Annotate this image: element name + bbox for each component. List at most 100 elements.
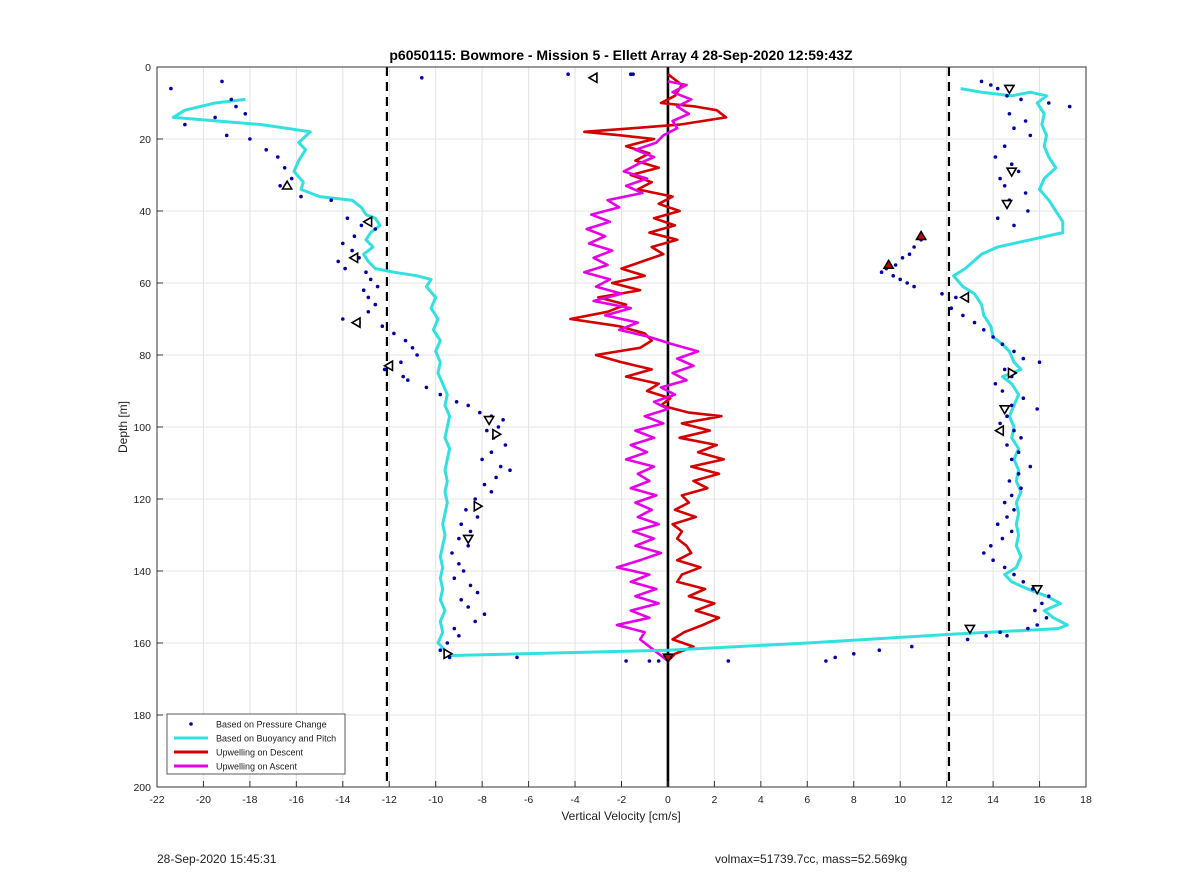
pressure-point bbox=[989, 544, 993, 548]
pressure-point bbox=[482, 612, 487, 616]
direction-marker bbox=[383, 359, 394, 372]
x-tick-label: 2 bbox=[711, 794, 717, 806]
pressure-point bbox=[489, 490, 494, 494]
pressure-point bbox=[420, 76, 424, 80]
pressure-point bbox=[1005, 414, 1009, 419]
pressure-point bbox=[982, 328, 986, 332]
pressure-point bbox=[1021, 396, 1026, 401]
series-line-based-on-buoyancy-and-pitch bbox=[171, 87, 1069, 658]
pressure-point bbox=[1019, 97, 1023, 102]
legend: Based on Pressure Change Based on Buoyanc… bbox=[166, 713, 346, 775]
pressure-point bbox=[457, 536, 461, 541]
pressure-point bbox=[656, 659, 661, 663]
y-axis-label: Depth [m] bbox=[116, 401, 130, 453]
pressure-point bbox=[1026, 626, 1030, 631]
pressure-point bbox=[485, 428, 489, 433]
pressure-point bbox=[852, 652, 856, 656]
pressure-point bbox=[401, 374, 406, 379]
x-tick-label: 0 bbox=[665, 794, 671, 806]
pressure-point bbox=[243, 112, 248, 116]
pressure-point bbox=[361, 288, 366, 293]
pressure-point bbox=[1023, 191, 1028, 195]
pressure-point bbox=[1012, 223, 1016, 228]
pressure-point bbox=[907, 252, 912, 256]
pressure-point bbox=[278, 184, 282, 188]
x-tick-label: -14 bbox=[335, 794, 350, 806]
pressure-point bbox=[995, 86, 1000, 91]
pressure-point bbox=[461, 569, 466, 573]
pressure-point bbox=[1037, 360, 1042, 365]
pressure-point bbox=[213, 115, 217, 120]
pressure-point bbox=[891, 274, 895, 278]
pressure-point bbox=[329, 198, 334, 202]
pressure-point bbox=[900, 255, 905, 260]
pressure-point bbox=[450, 551, 454, 555]
pressure-point bbox=[366, 295, 371, 300]
pressure-point bbox=[373, 227, 378, 231]
pressure-point bbox=[264, 148, 269, 152]
pressure-point bbox=[1007, 112, 1012, 116]
pressure-point bbox=[1012, 349, 1016, 354]
pressure-point bbox=[475, 515, 480, 519]
direction-marker bbox=[1005, 167, 1018, 178]
pressure-point bbox=[1007, 479, 1012, 483]
pressure-point bbox=[1028, 133, 1033, 138]
x-tick-label: 14 bbox=[987, 794, 999, 806]
pressure-point bbox=[1026, 209, 1030, 213]
pressure-point bbox=[1002, 500, 1007, 505]
pressure-point bbox=[1002, 367, 1007, 372]
pressure-point bbox=[833, 655, 837, 660]
pressure-point bbox=[382, 367, 387, 372]
pressure-point bbox=[647, 659, 652, 663]
pressure-point bbox=[995, 216, 1000, 220]
pressure-point bbox=[403, 338, 408, 343]
pressure-point bbox=[1000, 342, 1005, 347]
y-tick-label: 160 bbox=[133, 638, 151, 650]
pressure-point bbox=[1021, 356, 1026, 361]
pressure-point bbox=[224, 133, 229, 138]
pressure-point bbox=[248, 137, 252, 141]
pressure-point bbox=[1044, 616, 1049, 620]
x-tick-label: -8 bbox=[477, 794, 486, 806]
direction-marker bbox=[882, 258, 895, 270]
pressure-point bbox=[726, 659, 731, 663]
pressure-point bbox=[183, 122, 187, 127]
x-tick-label: 10 bbox=[894, 794, 906, 806]
x-tick-label: 12 bbox=[941, 794, 953, 806]
pressure-point bbox=[478, 410, 482, 415]
reference-lines bbox=[385, 67, 951, 787]
x-tick-label: -10 bbox=[428, 794, 443, 806]
direction-marker bbox=[492, 428, 503, 441]
pressure-point bbox=[1012, 508, 1016, 512]
y-tick-label: 200 bbox=[133, 782, 151, 794]
pressure-point bbox=[452, 576, 457, 580]
pressure-point bbox=[1002, 144, 1007, 148]
direction-marker bbox=[281, 179, 294, 190]
series-line-upwelling-on-ascent bbox=[583, 80, 700, 663]
pressure-point bbox=[1023, 119, 1028, 123]
pressure-point bbox=[480, 457, 484, 462]
direction-marker bbox=[1031, 584, 1044, 596]
pressure-point bbox=[1047, 594, 1051, 598]
pressure-point bbox=[289, 176, 294, 181]
pressure-point bbox=[350, 248, 354, 253]
pressure-point bbox=[352, 234, 357, 238]
pressure-point bbox=[410, 346, 415, 350]
pressure-point bbox=[624, 659, 628, 663]
pressure-point bbox=[445, 641, 450, 645]
pressure-point bbox=[1009, 529, 1014, 534]
x-tick-label: 4 bbox=[758, 794, 764, 806]
pressure-point bbox=[1009, 403, 1014, 408]
pressure-point bbox=[299, 194, 303, 199]
legend-swatch-pressure bbox=[189, 722, 193, 726]
y-tick-label: 100 bbox=[133, 422, 151, 434]
y-tick-label: 0 bbox=[145, 62, 151, 74]
pressure-point bbox=[473, 619, 478, 624]
pressure-point bbox=[912, 245, 916, 249]
direction-marker bbox=[473, 500, 484, 513]
pressure-point bbox=[1005, 515, 1009, 519]
scatter-layer bbox=[169, 72, 1072, 663]
pressure-point bbox=[359, 223, 364, 228]
pressure-point bbox=[893, 263, 898, 267]
